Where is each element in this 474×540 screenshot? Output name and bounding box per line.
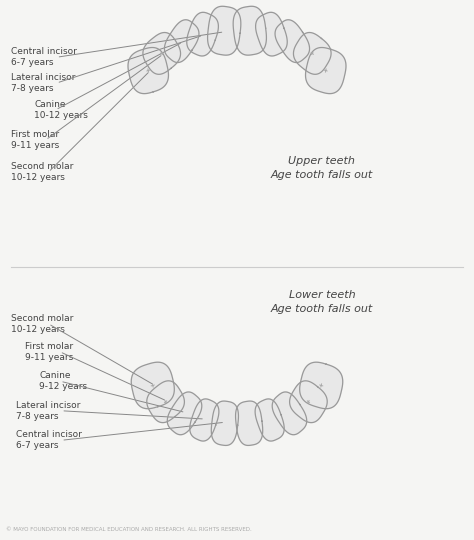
Text: Lateral incisor
7-8 years: Lateral incisor 7-8 years	[11, 73, 75, 93]
Text: Canine
9-12 years: Canine 9-12 years	[39, 371, 87, 392]
Text: First molar
9-11 years: First molar 9-11 years	[11, 130, 59, 150]
Text: Canine
10-12 years: Canine 10-12 years	[35, 100, 88, 120]
Text: Central incisor
6-7 years: Central incisor 6-7 years	[16, 430, 82, 450]
Polygon shape	[272, 392, 307, 435]
Polygon shape	[187, 12, 219, 56]
Polygon shape	[300, 362, 343, 409]
Text: © MAYO FOUNDATION FOR MEDICAL EDUCATION AND RESEARCH. ALL RIGHTS RESERVED.: © MAYO FOUNDATION FOR MEDICAL EDUCATION …	[6, 527, 252, 532]
Polygon shape	[293, 32, 331, 75]
Polygon shape	[167, 392, 202, 435]
Polygon shape	[275, 20, 310, 63]
Text: Upper teeth
Age tooth falls out: Upper teeth Age tooth falls out	[271, 156, 373, 180]
Polygon shape	[190, 399, 219, 441]
Polygon shape	[164, 20, 199, 63]
Polygon shape	[147, 381, 184, 423]
Polygon shape	[128, 48, 168, 93]
Polygon shape	[131, 362, 174, 409]
Polygon shape	[236, 401, 263, 445]
Polygon shape	[233, 6, 266, 55]
Polygon shape	[290, 381, 327, 423]
Text: Lateral incisor
7-8 years: Lateral incisor 7-8 years	[16, 401, 80, 421]
Polygon shape	[255, 12, 287, 56]
Polygon shape	[306, 48, 346, 93]
Polygon shape	[255, 399, 284, 441]
Text: Second molar
10-12 years: Second molar 10-12 years	[11, 314, 73, 334]
Text: Central incisor
6-7 years: Central incisor 6-7 years	[11, 47, 77, 68]
Polygon shape	[208, 6, 241, 55]
Text: Lower teeth
Age tooth falls out: Lower teeth Age tooth falls out	[271, 290, 373, 314]
Text: Second molar
10-12 years: Second molar 10-12 years	[11, 162, 73, 183]
Text: First molar
9-11 years: First molar 9-11 years	[25, 342, 73, 362]
Polygon shape	[143, 32, 181, 75]
Polygon shape	[211, 401, 238, 445]
